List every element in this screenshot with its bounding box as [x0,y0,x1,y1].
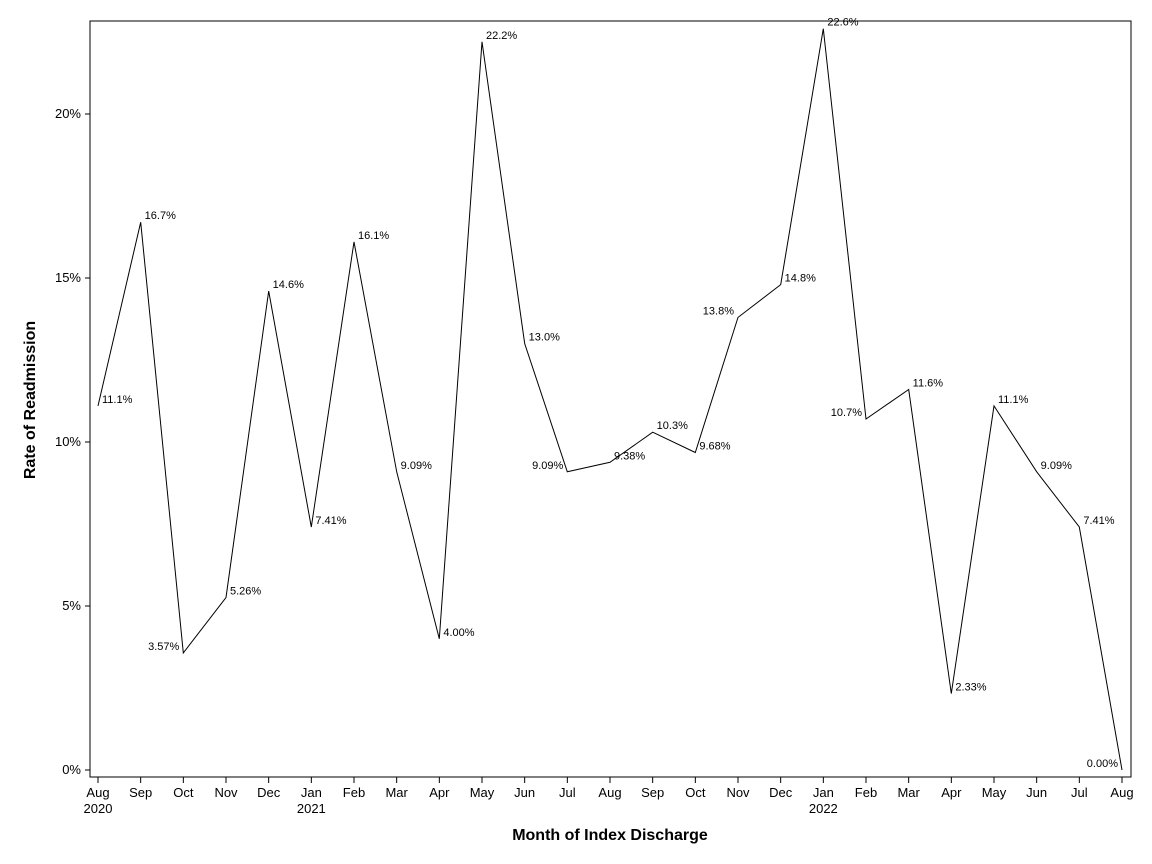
x-year-label: 2020 [84,801,113,816]
x-tick-label: Sep [129,785,152,800]
x-year-label: 2021 [297,801,326,816]
x-tick-label: Feb [855,785,877,800]
x-tick-label: Jul [559,785,576,800]
x-tick-label: May [982,785,1007,800]
x-tick-label: Jan [813,785,834,800]
y-axis-title: Rate of Readmission [22,321,39,479]
series-line [97,28,1123,771]
x-tick-label: Feb [343,785,365,800]
x-tick-label: Sep [641,785,664,800]
data-label: 16.1% [358,230,389,242]
data-label: 4.00% [443,627,474,639]
data-label: 16.7% [145,210,176,222]
data-label: 11.1% [998,394,1029,406]
data-label: 9.09% [532,460,563,472]
data-label: 13.0% [529,332,560,344]
data-label: 9.38% [614,450,645,462]
y-tick-label: 20% [55,106,81,121]
x-tick-label: Jul [1071,785,1088,800]
x-tick-label: Jun [1026,785,1047,800]
data-label: 11.6% [913,378,944,390]
data-label: 0.00% [1087,758,1118,770]
y-tick-label: 10% [55,434,81,449]
x-tick-label: May [470,785,495,800]
x-tick-label: Aug [86,785,109,800]
data-label: 2.33% [955,682,986,694]
data-label: 9.09% [1041,460,1072,472]
data-label: 9.68% [699,440,730,452]
data-label: 3.57% [148,641,179,653]
data-label: 22.2% [486,30,517,42]
x-tick-label: Jun [514,785,535,800]
x-tick-label: Oct [173,785,194,800]
x-tick-label: Dec [257,785,281,800]
data-labels: 11.1% 16.7% 3.57% 5.26% 14.6% 7.41% 16.1% 9.09%… [102,17,1118,770]
data-label: 10.3% [657,420,688,432]
data-label: 9.09% [401,460,432,472]
x-tick-label: Aug [598,785,621,800]
x-tick-label: Apr [429,785,450,800]
x-axis-title: Month of Index Discharge [512,827,708,844]
data-label: 22.6% [827,17,858,29]
data-label: 7.41% [315,515,346,527]
x-tick-label: Mar [385,785,408,800]
y-tick-label: 15% [55,270,81,285]
x-tick-label: Oct [685,785,706,800]
x-tick-label: Jan [301,785,322,800]
x-tick-label: Nov [726,785,750,800]
x-year-label: 2022 [809,801,838,816]
x-tick-label: Apr [941,785,962,800]
x-tick-label: Nov [214,785,238,800]
data-label: 13.8% [703,305,734,317]
data-label: 11.1% [102,394,133,406]
data-label: 14.6% [273,279,304,291]
y-tick-label: 5% [62,598,81,613]
y-tick-label: 0% [62,762,81,777]
x-tick-label: Aug [1110,785,1133,800]
x-tick-label: Mar [897,785,920,800]
data-label: 10.7% [831,407,862,419]
y-axis: 0% 5% 10% 15% 20% [55,106,90,777]
plot-frame [89,20,1132,778]
data-label: 14.8% [785,273,816,285]
x-tick-label: Dec [769,785,793,800]
data-label: 7.41% [1083,515,1114,527]
data-label: 5.26% [230,585,261,597]
